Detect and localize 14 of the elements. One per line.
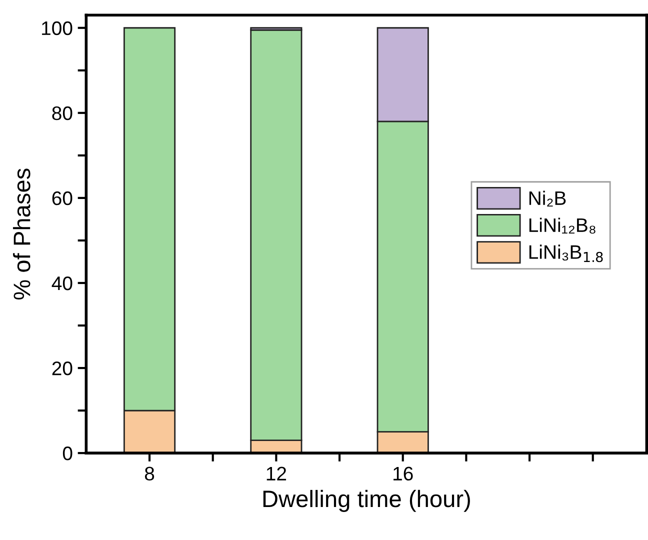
legend-label: LiNi₁₂B₈ bbox=[529, 218, 596, 234]
x-tick-label: 8 bbox=[144, 466, 154, 481]
y-tick-label: 40 bbox=[52, 276, 72, 290]
legend-label: LiNi₃B$_{1.8}$ bbox=[529, 244, 603, 262]
legend-label: Ni₂B bbox=[529, 190, 566, 206]
y-axis-title: % of Phases bbox=[12, 168, 30, 300]
y-tick-label: 100 bbox=[42, 21, 72, 36]
x-tick-label: 16 bbox=[394, 466, 413, 481]
y-tick-label: 80 bbox=[52, 106, 72, 120]
y-tick-label: 0 bbox=[62, 446, 72, 460]
y-tick-label: 20 bbox=[52, 361, 72, 376]
x-axis-title: Dwelling time (hour) bbox=[263, 490, 470, 512]
x-tick-label: 12 bbox=[266, 466, 286, 480]
y-tick-label: 60 bbox=[52, 191, 72, 206]
